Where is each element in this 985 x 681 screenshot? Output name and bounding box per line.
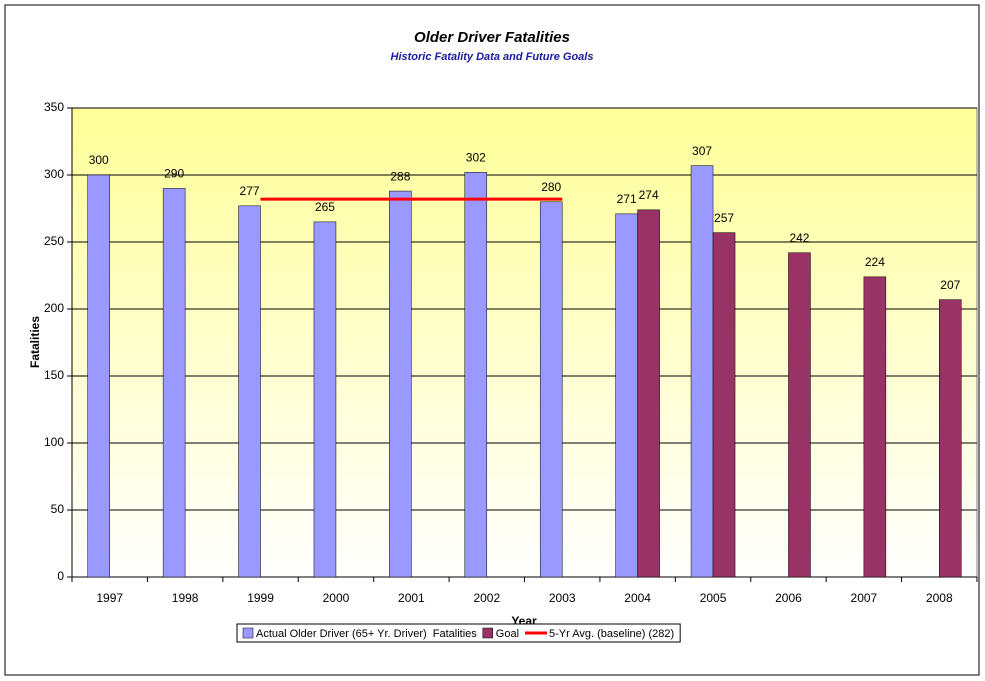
y-axis-title: Fatalities [28,316,42,368]
data-label: 271 [617,192,637,206]
legend-swatch [242,627,254,639]
legend-swatch [482,627,494,639]
y-tick-label: 0 [57,569,64,583]
bar [389,190,412,578]
x-tick-label: 2008 [926,591,953,605]
data-label: 257 [714,211,734,225]
y-tick-label: 250 [44,234,64,248]
data-label: 277 [240,184,260,198]
chart-subtitle: Historic Fatality Data and Future Goals [391,51,594,63]
x-tick-label: 2002 [473,591,500,605]
legend-label: Goal [496,628,519,640]
bar [788,252,811,578]
data-label: 307 [692,144,712,158]
bar [615,213,638,578]
bar [690,165,714,578]
bar [712,232,736,578]
data-label: 265 [315,200,335,214]
y-tick-label: 50 [51,502,65,516]
bar [313,221,337,578]
x-tick-label: 2003 [549,591,576,605]
data-label: 290 [164,167,184,181]
x-tick-label: 2000 [323,591,350,605]
data-label: 242 [789,231,809,245]
x-tick-label: 1998 [172,591,199,605]
data-label: 302 [466,150,486,164]
data-label: 274 [639,188,659,202]
data-label: 280 [541,180,561,194]
bar [637,209,660,578]
y-tick-label: 300 [44,167,64,181]
data-label: 224 [865,255,885,269]
x-tick-label: 2006 [775,591,802,605]
legend-label: 5-Yr Avg. (baseline) (282) [549,628,674,640]
y-tick-label: 100 [44,435,64,449]
bar [238,205,261,578]
x-tick-label: 1997 [96,591,123,605]
plot-area [71,107,978,578]
data-label: 207 [940,278,960,292]
y-tick-label: 200 [44,301,64,315]
bar [939,299,962,578]
bar [87,174,110,578]
bar [162,188,186,578]
y-tick-label: 150 [44,368,64,382]
legend-label: Actual Older Driver (65+ Yr. Driver) Fat… [256,628,477,640]
x-tick-label: 2007 [851,591,878,605]
x-tick-label: 2004 [624,591,651,605]
bar [863,276,887,578]
x-tick-label: 2001 [398,591,425,605]
bar [464,172,488,578]
x-tick-label: 2005 [700,591,727,605]
data-label: 288 [390,169,410,183]
chart-title: Older Driver Fatalities [414,29,570,46]
legend [236,623,681,643]
y-tick-label: 350 [44,100,64,114]
bar [539,201,563,578]
data-label: 300 [89,153,109,167]
x-tick-label: 1999 [247,591,274,605]
